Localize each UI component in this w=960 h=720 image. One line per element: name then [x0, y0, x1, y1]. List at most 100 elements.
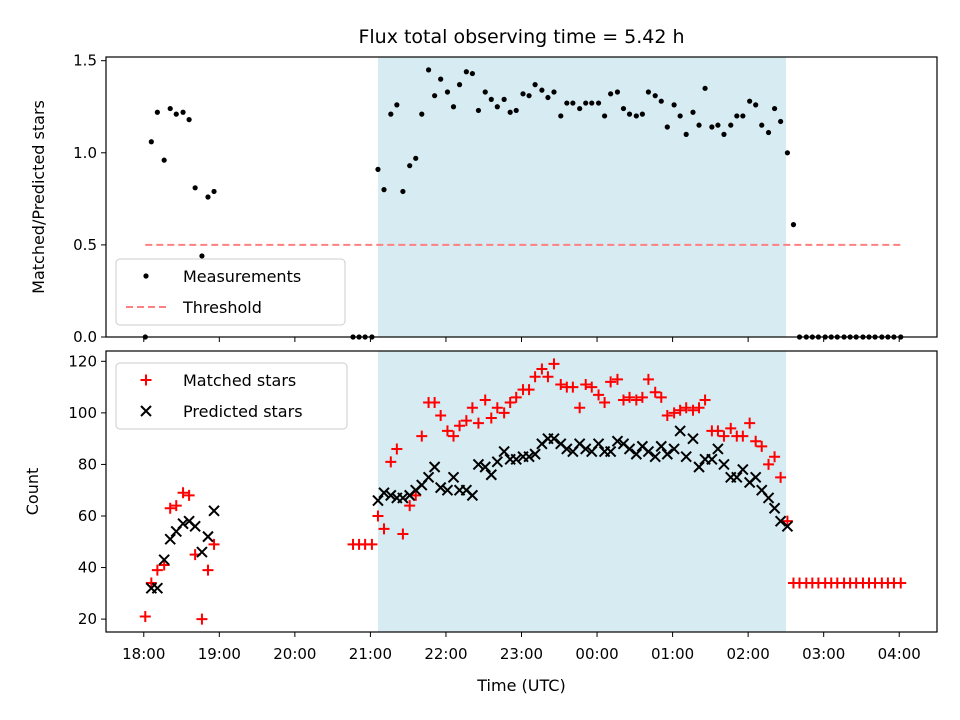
matched-star-point [448, 430, 460, 442]
matched-star-point [177, 487, 189, 499]
predicted-star-point [592, 438, 605, 450]
predicted-star-point [510, 453, 522, 465]
predicted-star-point [479, 461, 491, 473]
matched-star-point [466, 402, 478, 414]
y-tick-label: 0.5 [73, 236, 97, 254]
measurement-point [494, 104, 500, 110]
measurement-point [545, 94, 551, 101]
measurement-point [652, 93, 658, 99]
predicted-star-point [749, 471, 762, 484]
measurement-point [394, 102, 400, 108]
matched-star-point [397, 528, 409, 540]
measurement-point [690, 109, 696, 115]
predicted-star-point [447, 471, 460, 484]
measurement-point [595, 100, 602, 106]
measurement-point [671, 102, 677, 108]
legend-label: Measurements [183, 267, 301, 286]
measurement-point [173, 111, 179, 117]
matched-star-point [737, 430, 749, 442]
measurement-point [532, 82, 538, 88]
measurement-point [664, 124, 670, 130]
predicted-star-point [561, 443, 573, 455]
predicted-star-point [385, 489, 397, 502]
measurement-point [432, 93, 438, 99]
predicted-star-point [428, 461, 441, 473]
matched-star-point [158, 559, 170, 571]
measurement-point [488, 96, 494, 102]
predicted-star-point [649, 450, 661, 463]
measurement-point [520, 91, 526, 97]
legend-label: Matched stars [183, 371, 296, 390]
measurement-point [161, 157, 167, 163]
predicted-star-point [668, 443, 680, 455]
matched-star-point [756, 440, 768, 452]
matched-star-point [485, 412, 497, 424]
measurement-point [407, 163, 413, 169]
predicted-star-point [372, 494, 384, 507]
predicted-star-point [781, 520, 794, 533]
predicted-star-point [623, 443, 636, 455]
matched-star-point [145, 577, 157, 589]
matched-star-point [555, 379, 567, 391]
measurement-point [728, 122, 734, 128]
matched-star-point [699, 394, 711, 406]
measurement-point [626, 111, 633, 117]
measurement-point [507, 109, 513, 115]
matched-star-point [548, 358, 560, 370]
matched-star-point [164, 502, 176, 514]
matched-star-point [617, 394, 629, 406]
measurement-point [614, 89, 621, 95]
measurement-point [771, 105, 778, 112]
measurement-point [564, 100, 570, 106]
measurement-point [570, 100, 576, 106]
matched-star-point [510, 391, 522, 403]
measurement-point [747, 98, 753, 104]
x-tick-label: 01:00 [651, 645, 694, 663]
predicted-star-point [422, 471, 435, 484]
predicted-star-point [774, 515, 787, 527]
matched-star-point [763, 458, 775, 470]
x-tick-label: 02:00 [727, 645, 770, 663]
measurement-point [778, 118, 784, 125]
predicted-star-point [498, 445, 510, 458]
measurement-point [683, 131, 689, 137]
matched-star-point [642, 373, 654, 385]
matched-star-point [202, 564, 214, 576]
x-tick-label: 19:00 [198, 645, 241, 663]
matched-star-point [895, 577, 907, 589]
x-tick-label: 21:00 [349, 645, 392, 663]
measurement-point [469, 70, 475, 77]
legend-box [115, 362, 348, 430]
legend-label: Threshold [182, 298, 262, 317]
measurement-point [148, 139, 154, 145]
matched-star-point [693, 402, 705, 414]
measurement-point [696, 122, 702, 128]
matched-star-point [416, 430, 428, 442]
measurement-point [450, 104, 457, 110]
measurement-point [186, 117, 192, 123]
matched-star-point [775, 471, 787, 483]
predicted-star-point [768, 502, 781, 514]
measurement-point [444, 89, 451, 95]
measurement-point [620, 105, 627, 112]
predicted-star-point [693, 461, 705, 473]
measurement-point [205, 194, 211, 200]
measurement-point [608, 91, 614, 97]
matched-star-point [605, 376, 617, 388]
x-tick-label: 23:00 [500, 645, 543, 663]
matched-star-point [655, 391, 667, 403]
predicted-star-point [731, 471, 743, 484]
predicted-star-point [661, 448, 674, 460]
measurement-point [602, 113, 608, 119]
predicted-star-point [674, 425, 686, 437]
matched-star-point [661, 409, 673, 421]
matched-star-point [630, 394, 642, 406]
measurement-point [456, 82, 463, 88]
measurement-point [753, 102, 759, 108]
predicted-star-point [630, 448, 643, 460]
predicted-star-point [712, 443, 724, 455]
matched-star-point [744, 417, 756, 429]
plot-frame [105, 56, 938, 338]
measurement-point [425, 67, 432, 73]
